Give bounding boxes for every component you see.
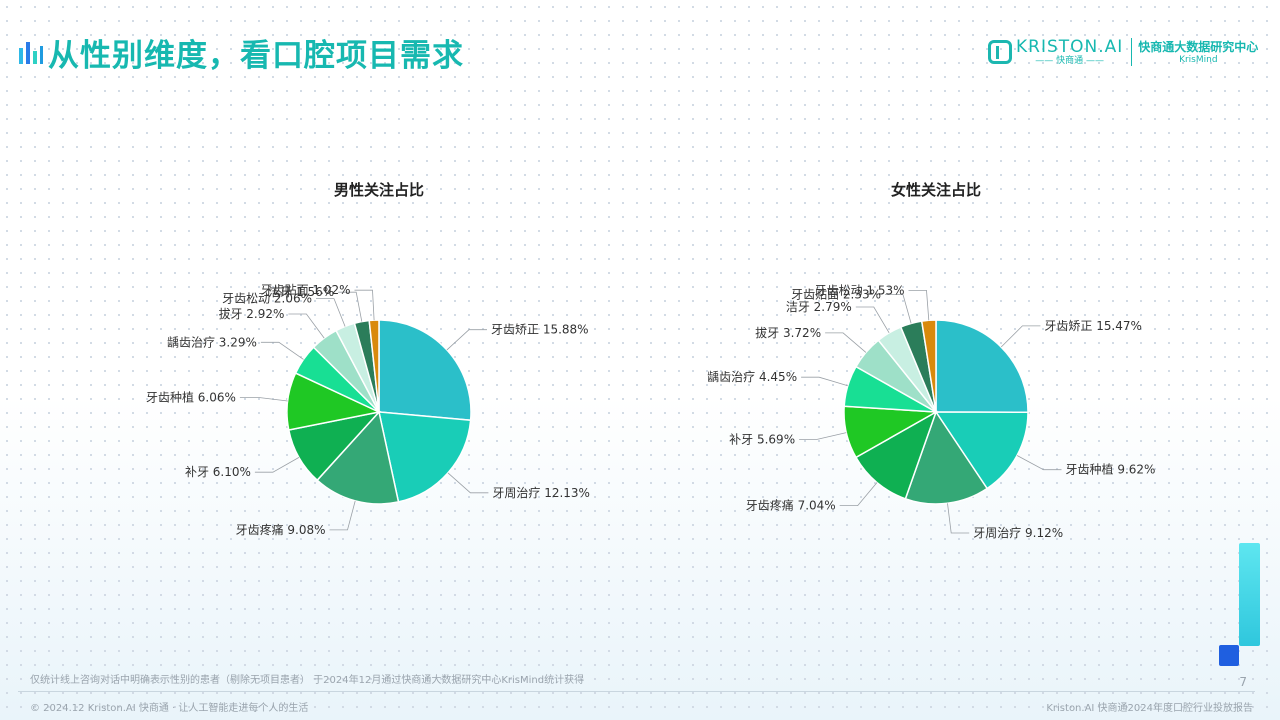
slice-label: 牙齿种植 9.62% (1066, 462, 1156, 477)
pie-slice (934, 411, 1029, 490)
leader-line (908, 289, 930, 321)
footnote: 仅统计线上咨询对话中明确表示性别的患者（剔除无项目患者） 于2024年12月通过… (30, 675, 585, 686)
leader-line (338, 291, 363, 322)
slice-label: 牙齿贴面 1.02% (261, 283, 351, 297)
logo-research-center: 快商通大数据研究中心 (1138, 39, 1259, 54)
slice-label: 洁牙 2.79% (786, 300, 852, 314)
footer-report-name: Kriston.AI 快商通2024年度口腔行业投放报告 (1046, 703, 1253, 714)
page-number: 7 (1239, 675, 1247, 689)
slice-label: 牙齿松动 2.06% (222, 292, 312, 306)
leader-line (855, 306, 890, 334)
slice-label: 牙齿疼痛 7.04% (746, 498, 836, 513)
leader-line (825, 332, 867, 353)
logo-brand-sub: —— 快商通 —— (1035, 56, 1105, 66)
leader-line (260, 341, 304, 360)
slice-label: 拔牙 3.72% (755, 325, 821, 340)
leader-line (447, 472, 489, 494)
leader-line (354, 289, 375, 321)
pie-slice (854, 410, 938, 500)
leader-line (801, 376, 848, 387)
slice-label: 龋齿治疗 3.29% (167, 334, 257, 349)
leader-line (446, 329, 487, 351)
pie-slice (378, 411, 472, 503)
bar-chart-icon (19, 42, 43, 64)
logo-brand: KRISTON.AI (1016, 37, 1124, 57)
chart-title: 男性关注占比 (334, 181, 424, 199)
page-title: 从性别维度，看口腔项目需求 (48, 37, 464, 74)
leader-line (239, 396, 288, 402)
leader-line (947, 503, 970, 534)
slice-label: 龋齿治疗 4.45% (707, 369, 797, 384)
leader-line (316, 298, 346, 327)
pie-slice (935, 319, 1029, 414)
slice-label: 牙齿矫正 15.88% (491, 322, 589, 337)
footer-divider (18, 691, 1255, 692)
logo-krismind: KrisMind (1179, 54, 1218, 65)
slice-label: 洁牙 1.56% (268, 285, 334, 299)
leader-line (839, 482, 878, 507)
pie-slice (368, 319, 380, 413)
footer-copyright: © 2024.12 Kriston.AI 快商通 · 让人工智能走进每个人的生活 (30, 703, 309, 714)
pie-slice (316, 410, 400, 505)
leader-line (799, 432, 847, 440)
slice-label: 牙齿矫正 15.47% (1044, 318, 1142, 333)
slice-label: 补牙 6.10% (185, 465, 251, 479)
slice-label: 牙周治疗 9.12% (973, 526, 1063, 540)
brand-logo: KRISTON.AI —— 快商通 —— 快商通大数据研究中心 KrisMind (988, 36, 1263, 68)
slice-label: 牙齿松动 1.53% (815, 283, 905, 297)
pie-slice (904, 410, 989, 505)
leader-line (1016, 455, 1062, 471)
title-bar: 从性别维度，看口腔项目需求 (18, 30, 464, 74)
decorative-bar-cyan (1239, 543, 1260, 646)
leader-line (1000, 325, 1041, 348)
slice-label: 补牙 5.69% (729, 432, 795, 446)
chart-title: 女性关注占比 (891, 181, 981, 199)
slice-label: 牙齿种植 6.06% (146, 389, 236, 404)
kriston-logo-icon (988, 40, 1012, 64)
decorative-square-blue (1219, 645, 1239, 666)
slice-label: 牙齿贴面 2.33% (791, 288, 881, 302)
slice-label: 牙周治疗 12.13% (492, 486, 590, 500)
logo-divider (1131, 38, 1133, 66)
leader-line (288, 313, 325, 339)
slice-label: 牙齿疼痛 9.08% (236, 522, 326, 537)
leader-line (329, 500, 356, 531)
leader-line (885, 294, 912, 324)
pie-slice (378, 319, 472, 422)
slice-label: 拔牙 2.92% (218, 306, 284, 321)
leader-line (254, 457, 300, 473)
